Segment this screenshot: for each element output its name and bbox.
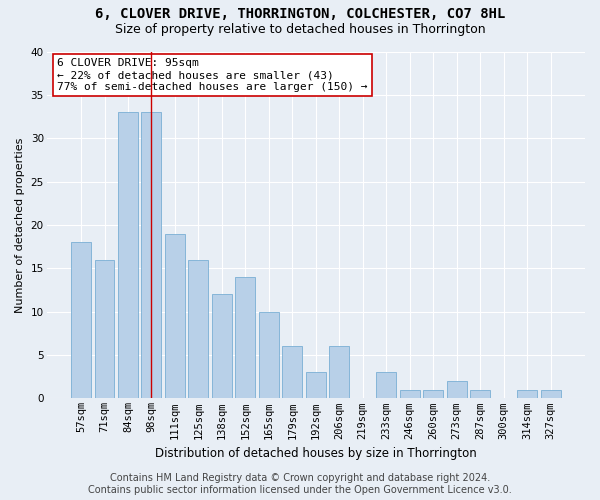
Bar: [329, 346, 349, 399]
Text: 6, CLOVER DRIVE, THORRINGTON, COLCHESTER, CO7 8HL: 6, CLOVER DRIVE, THORRINGTON, COLCHESTER…: [95, 8, 505, 22]
Bar: [376, 372, 396, 398]
Text: Size of property relative to detached houses in Thorrington: Size of property relative to detached ho…: [115, 22, 485, 36]
Bar: [95, 260, 115, 398]
Text: Contains HM Land Registry data © Crown copyright and database right 2024.
Contai: Contains HM Land Registry data © Crown c…: [88, 474, 512, 495]
Bar: [118, 112, 138, 399]
Bar: [517, 390, 537, 398]
Bar: [283, 346, 302, 399]
Bar: [423, 390, 443, 398]
Bar: [541, 390, 560, 398]
Y-axis label: Number of detached properties: Number of detached properties: [15, 138, 25, 312]
X-axis label: Distribution of detached houses by size in Thorrington: Distribution of detached houses by size …: [155, 447, 476, 460]
Bar: [446, 381, 467, 398]
Bar: [142, 112, 161, 399]
Bar: [306, 372, 326, 398]
Bar: [165, 234, 185, 398]
Bar: [235, 277, 256, 398]
Bar: [400, 390, 419, 398]
Bar: [212, 294, 232, 399]
Text: 6 CLOVER DRIVE: 95sqm
← 22% of detached houses are smaller (43)
77% of semi-deta: 6 CLOVER DRIVE: 95sqm ← 22% of detached …: [58, 58, 368, 92]
Bar: [259, 312, 279, 398]
Bar: [470, 390, 490, 398]
Bar: [71, 242, 91, 398]
Bar: [188, 260, 208, 398]
